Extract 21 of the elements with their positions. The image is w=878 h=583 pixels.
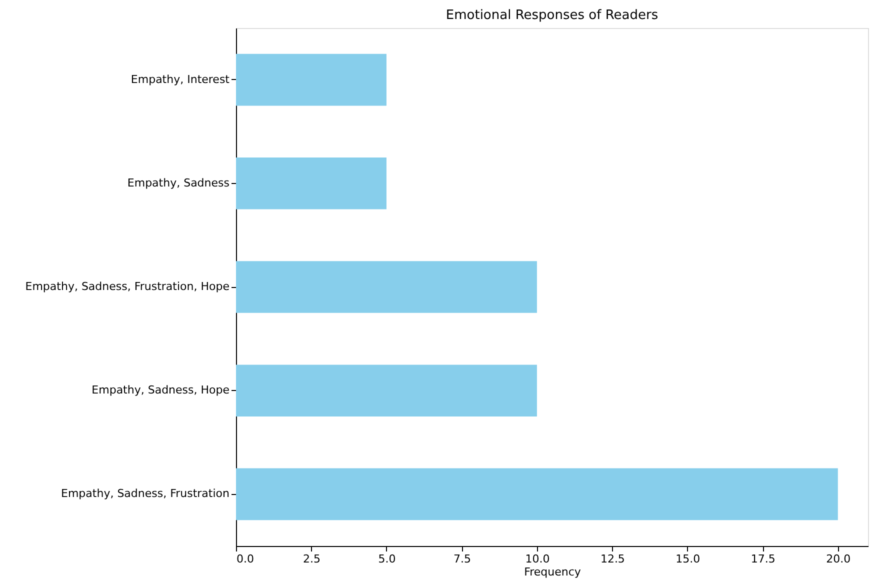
bar [236, 468, 838, 520]
x-tick-label: 0.0 [236, 552, 254, 566]
x-tick-label: 5.0 [378, 552, 396, 566]
y-tick-label: Empathy, Interest [130, 72, 230, 86]
y-tick-label: Empathy, Sadness, Hope [92, 384, 230, 397]
y-tick-label: Empathy, Sadness, Frustration [61, 487, 230, 500]
x-tick-label: 20.0 [826, 552, 851, 566]
y-tick-label: Empathy, Sadness, Frustration, Hope [25, 280, 230, 293]
x-axis-title: Frequency [524, 566, 582, 578]
x-tick-label: 10.0 [525, 552, 550, 566]
x-tick-label: 12.5 [600, 552, 625, 566]
bar [236, 364, 537, 416]
x-tick-label: 2.5 [302, 552, 320, 566]
x-tick-label: 17.5 [750, 552, 776, 566]
chart-title: Emotional Responses of Readers [446, 8, 658, 23]
x-tick-label: 15.0 [676, 552, 700, 566]
x-tick-label: 7.5 [453, 552, 471, 566]
y-tick-label: Empathy, Sadness [127, 176, 230, 190]
bar [236, 158, 386, 210]
bar [236, 54, 386, 106]
bar [236, 261, 537, 313]
